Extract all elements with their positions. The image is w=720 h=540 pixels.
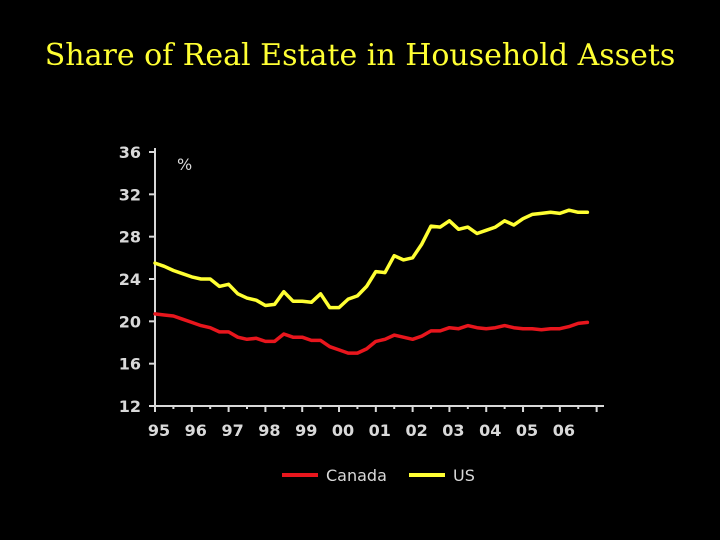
chart-axes bbox=[149, 148, 604, 412]
x-tick-label: 05 bbox=[516, 421, 538, 440]
legend-label-canada: Canada bbox=[326, 466, 387, 485]
y-tick-label: 12 bbox=[119, 397, 141, 416]
x-tick-label: 00 bbox=[332, 421, 354, 440]
y-tick-label: 32 bbox=[119, 185, 141, 204]
page-title: Share of Real Estate in Household Assets bbox=[44, 38, 676, 73]
x-tick-label: 04 bbox=[479, 421, 501, 440]
y-tick-label: 24 bbox=[119, 270, 141, 289]
x-tick-label: 02 bbox=[405, 421, 427, 440]
y-tick-label: 28 bbox=[119, 228, 141, 247]
x-tick-label: 98 bbox=[258, 421, 280, 440]
series-lines bbox=[153, 208, 590, 355]
legend-label-us: US bbox=[453, 466, 475, 485]
x-tick-labels: 95 96 97 98 99 00 01 02 03 04 05 06 bbox=[148, 421, 575, 440]
legend: Canada US bbox=[282, 466, 475, 485]
y-tick-label: 36 bbox=[119, 143, 141, 162]
series-line-us bbox=[153, 208, 590, 310]
y-tick-labels: 12 16 20 24 28 32 36 bbox=[119, 143, 141, 416]
x-tick-label: 96 bbox=[185, 421, 207, 440]
x-tick-label: 06 bbox=[553, 421, 575, 440]
x-tick-label: 97 bbox=[221, 421, 243, 440]
x-tick-label: 03 bbox=[442, 421, 464, 440]
x-tick-label: 99 bbox=[295, 421, 317, 440]
series-line-canada bbox=[153, 312, 590, 355]
x-tick-label: 95 bbox=[148, 421, 170, 440]
y-tick-label: 20 bbox=[119, 312, 141, 331]
y-unit-label: % bbox=[177, 155, 192, 174]
y-tick-label: 16 bbox=[119, 355, 141, 374]
x-tick-label: 01 bbox=[369, 421, 391, 440]
